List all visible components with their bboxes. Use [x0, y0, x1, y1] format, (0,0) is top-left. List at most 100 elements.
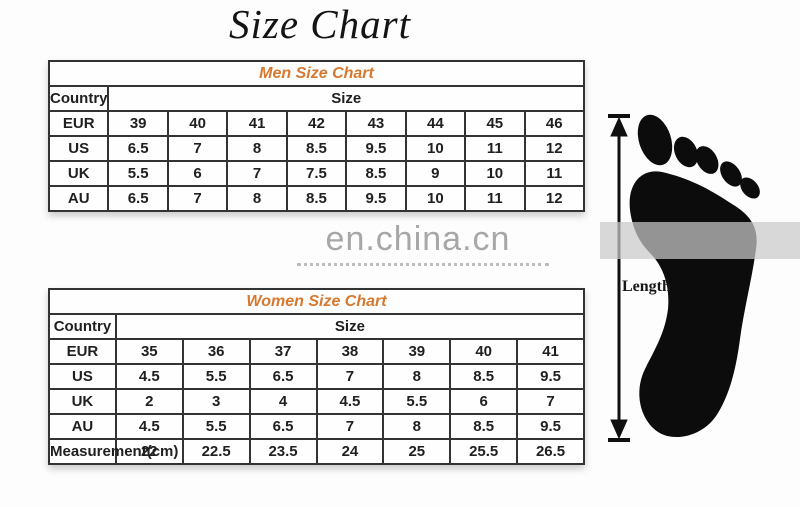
size-value-cell: 6.5: [107, 185, 169, 212]
size-value-cell: 9.5: [345, 135, 407, 162]
size-value-cell: 6: [166, 160, 229, 187]
size-value-cell: 42: [285, 110, 348, 137]
row-label-cell: EUR: [47, 110, 110, 137]
size-value-cell: 5.5: [107, 160, 169, 187]
size-value-cell: 39: [107, 110, 169, 137]
size-value-cell: 25.5: [449, 438, 519, 465]
size-value-cell: 11: [523, 160, 585, 187]
size-value-cell: 7.5: [285, 160, 348, 187]
size-value-cell: 7: [315, 413, 385, 440]
size-value-cell: 6.5: [248, 413, 318, 440]
size-value-cell: 22: [114, 438, 184, 465]
men-size-table: Men Size Chart Country Size EUR 39 40 41 42 43 44…: [47, 60, 585, 212]
size-value-cell: 10: [404, 185, 467, 212]
size-value-cell: 8.5: [285, 135, 348, 162]
row-label-cell: AU: [48, 413, 117, 440]
row-label-cell: US: [47, 135, 110, 162]
size-value-cell: 36: [181, 338, 251, 365]
table-row: AU 4.5 5.5 6.5 7 8 8.5 9.5: [48, 413, 585, 440]
size-value-cell: 7: [516, 388, 585, 415]
length-label: Length: [622, 278, 671, 295]
row-label-cell: US: [48, 363, 117, 390]
size-value-cell: 3: [181, 388, 251, 415]
size-value-cell: 22.5: [181, 438, 251, 465]
row-label-cell: UK: [47, 160, 110, 187]
size-value-cell: 44: [404, 110, 467, 137]
size-value-cell: 8.5: [449, 363, 519, 390]
size-value-cell: 40: [449, 338, 519, 365]
table-row: UK 5.5 6 7 7.5 8.5 9 10 11: [47, 160, 585, 187]
row-label-cell: EUR: [48, 338, 117, 365]
size-value-cell: 8.5: [285, 185, 348, 212]
size-value-cell: 12: [523, 185, 585, 212]
size-value-cell: 9.5: [516, 413, 585, 440]
watermark-band: [600, 222, 800, 259]
country-header-cell: Country: [48, 313, 117, 340]
size-value-cell: 5.5: [382, 388, 452, 415]
size-value-cell: 4.5: [315, 388, 385, 415]
size-value-cell: 7: [315, 363, 385, 390]
size-value-cell: 5.5: [181, 413, 251, 440]
size-value-cell: 7: [166, 185, 229, 212]
size-value-cell: 9.5: [345, 185, 407, 212]
row-label-cell: AU: [47, 185, 110, 212]
size-value-cell: 38: [315, 338, 385, 365]
page-title: Size Chart: [229, 1, 411, 47]
size-header-cell: Size: [114, 313, 586, 340]
size-value-cell: 43: [345, 110, 407, 137]
size-value-cell: 9.5: [516, 363, 585, 390]
size-value-cell: 4.5: [114, 363, 184, 390]
size-value-cell: 24: [315, 438, 385, 465]
watermark-text: en.china.cn: [325, 220, 511, 258]
size-value-cell: 6: [449, 388, 519, 415]
table-title: Women Size Chart: [48, 288, 585, 315]
row-label-cell: UK: [48, 388, 117, 415]
table-row: US 4.5 5.5 6.5 7 8 8.5 9.5: [48, 363, 585, 390]
size-value-cell: 8: [382, 363, 452, 390]
table-row: US 6.5 7 8 8.5 9.5 10 11 12: [47, 135, 585, 162]
size-value-cell: 7: [226, 160, 288, 187]
size-value-cell: 41: [516, 338, 585, 365]
size-value-cell: 7: [166, 135, 229, 162]
table-header-row: Country Size: [47, 85, 585, 112]
size-value-cell: 26.5: [516, 438, 585, 465]
size-value-cell: 8.5: [345, 160, 407, 187]
table-header-row: Country Size: [48, 313, 586, 340]
table-title-row: Men Size Chart: [48, 60, 585, 87]
foot-length-figure: Length: [600, 114, 800, 442]
size-value-cell: 5.5: [181, 363, 251, 390]
size-value-cell: 12: [523, 135, 585, 162]
size-value-cell: 6.5: [248, 363, 318, 390]
row-label-cell: Measurement(cm): [48, 438, 178, 465]
size-value-cell: 39: [382, 338, 452, 365]
women-size-table: Women Size Chart Country Size EUR 35 36 37 38 39…: [48, 288, 586, 465]
size-value-cell: 41: [226, 110, 288, 137]
country-header-cell: Country: [47, 85, 110, 112]
table-row: Measurement(cm) 22 22.5 23.5 24 25 25.5 26.5: [48, 438, 585, 465]
table-row: UK 2 3 4 4.5 5.5 6 7: [48, 388, 585, 415]
size-value-cell: 35: [114, 338, 184, 365]
table-row: EUR 39 40 41 42 43 44 45 46: [47, 110, 585, 137]
size-value-cell: 45: [464, 110, 526, 137]
size-value-cell: 25: [382, 438, 452, 465]
size-value-cell: 37: [248, 338, 318, 365]
size-value-cell: 8.5: [449, 413, 519, 440]
size-value-cell: 4.5: [114, 413, 184, 440]
size-value-cell: 40: [166, 110, 229, 137]
size-value-cell: 23.5: [248, 438, 318, 465]
table-title: Men Size Chart: [48, 60, 585, 87]
size-value-cell: 2: [114, 388, 184, 415]
size-value-cell: 4: [248, 388, 318, 415]
size-value-cell: 6.5: [107, 135, 169, 162]
table-row: AU 6.5 7 8 8.5 9.5 10 11 12: [47, 185, 585, 212]
watermark-dotted-line: [297, 263, 549, 266]
size-value-cell: 46: [523, 110, 585, 137]
size-value-cell: 9: [404, 160, 467, 187]
size-value-cell: 8: [226, 185, 288, 212]
size-value-cell: 8: [226, 135, 288, 162]
size-value-cell: 10: [404, 135, 467, 162]
table-title-row: Women Size Chart: [48, 288, 585, 315]
size-value-cell: 10: [464, 160, 526, 187]
size-value-cell: 11: [464, 185, 526, 212]
